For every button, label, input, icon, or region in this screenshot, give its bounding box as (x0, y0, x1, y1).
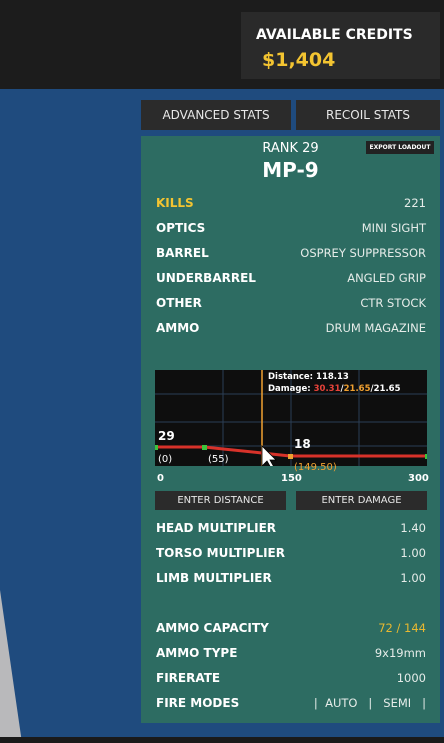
tab-recoil[interactable]: RECOIL STATS (296, 100, 440, 130)
stat-value: 1.00 (400, 571, 426, 585)
damage-label: Damage: (268, 384, 311, 394)
credits-box: AVAILABLE CREDITS $1,404 (241, 12, 440, 79)
stat-value: 1.00 (400, 546, 426, 560)
damage-head: 30.31 (313, 384, 341, 394)
start-range: (0) (158, 454, 173, 465)
bottom-bar (0, 737, 444, 743)
stat-value: 221 (404, 196, 426, 210)
credits-label: AVAILABLE CREDITS (256, 27, 413, 43)
fire-mode: SEMI (383, 696, 412, 710)
stat-value: OSPREY SUPPRESSOR (300, 246, 426, 260)
stat-label: OTHER (156, 296, 202, 310)
weapon-name: MP-9 (262, 158, 319, 182)
damage-graph (155, 370, 427, 466)
rank: RANK 29 (262, 141, 319, 156)
stat-label: AMMO CAPACITY (156, 621, 269, 635)
export-button[interactable]: EXPORT LOADOUT (366, 141, 434, 154)
drop-start: (55) (208, 454, 229, 465)
stat-value: 72 / 144 (378, 621, 426, 635)
stat-value: 1.40 (400, 521, 426, 535)
tab-advanced[interactable]: ADVANCED STATS (141, 100, 291, 130)
stat-label: UNDERBARREL (156, 271, 256, 285)
stat-label: OPTICS (156, 221, 206, 235)
axis-label: 150 (281, 473, 302, 484)
background-figure (0, 590, 22, 743)
stat-label: TORSO MULTIPLIER (156, 546, 285, 560)
stat-value: 1000 (396, 671, 426, 685)
stat-value: ANGLED GRIP (347, 271, 426, 285)
stat-label: AMMO (156, 321, 200, 335)
fire-mode: AUTO (325, 696, 358, 710)
stat-value: MINI SIGHT (361, 221, 426, 235)
enter-distance[interactable]: ENTER DISTANCE (155, 491, 286, 510)
tooltip-distance: Distance: 118.13 (268, 372, 349, 382)
stat-label: LIMB MULTIPLIER (156, 571, 272, 585)
credits-amount: $1,404 (262, 49, 336, 71)
stat-label: HEAD MULTIPLIER (156, 521, 277, 535)
stat-label: BARREL (156, 246, 209, 260)
axis-label: 300 (408, 473, 429, 484)
stat-value: DRUM MAGAZINE (325, 321, 426, 335)
stat-value: 9x19mm (374, 646, 426, 660)
enter-damage[interactable]: ENTER DAMAGE (296, 491, 427, 510)
tooltip-damage: Damage: 30.31/21.65/21.65 (268, 384, 401, 394)
stat-value: CTR STOCK (360, 296, 426, 310)
max-damage: 29 (158, 429, 175, 443)
damage-torso: 21.65 (343, 384, 371, 394)
axis-label: 0 (157, 473, 164, 484)
fire-modes: | AUTO | SEMI | (313, 696, 426, 710)
damage-limb: 21.65 (373, 384, 401, 394)
min-damage: 18 (294, 437, 311, 451)
stat-label: FIRERATE (156, 671, 221, 685)
drop-end: (149.50) (294, 462, 337, 473)
stat-label: KILLS (156, 196, 194, 210)
stat-label: AMMO TYPE (156, 646, 238, 660)
fire-modes-label: FIRE MODES (156, 696, 240, 710)
